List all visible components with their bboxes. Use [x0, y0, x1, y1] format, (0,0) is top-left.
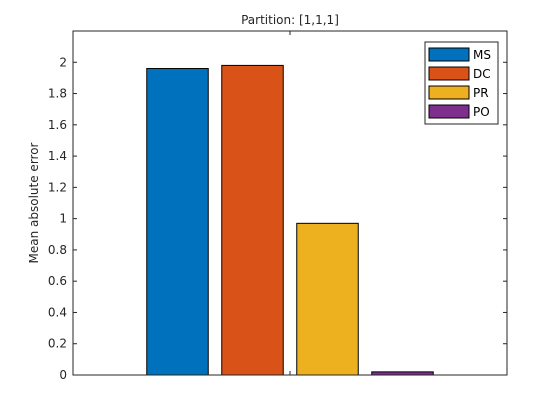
legend-swatch-ms [428, 47, 470, 62]
y-tick-label: 2 [59, 55, 67, 69]
y-tick-label: 0 [59, 368, 67, 382]
legend-label-dc: DC [473, 67, 491, 81]
y-tick-label: 1.6 [48, 118, 67, 132]
y-tick-label: 1.4 [48, 149, 67, 163]
y-tick-label: 1.2 [48, 180, 67, 194]
legend-swatch-dc [428, 66, 470, 81]
legend-label-pr: PR [473, 86, 489, 100]
y-tick-label: 1.8 [48, 87, 67, 101]
legend-swatch-po [428, 104, 470, 119]
bar-pr [296, 222, 359, 376]
y-axis-label: Mean absolute error [27, 142, 41, 263]
legend: MS DC PR PO [424, 41, 499, 125]
y-tick-label: 0.6 [48, 274, 67, 288]
y-tick-label: 0.2 [48, 337, 67, 351]
plot-frame [72, 30, 508, 376]
legend-swatch-pr [428, 85, 470, 100]
y-tick-label: 0.4 [48, 305, 67, 319]
legend-label-ms: MS [473, 48, 491, 62]
bar-ms [146, 68, 209, 376]
chart-title: Partition: [1,1,1] [241, 13, 339, 27]
legend-label-po: PO [473, 105, 490, 119]
y-tick-label: 0.8 [48, 243, 67, 257]
bar-dc [221, 64, 284, 376]
y-tick-label: 1 [59, 212, 67, 226]
